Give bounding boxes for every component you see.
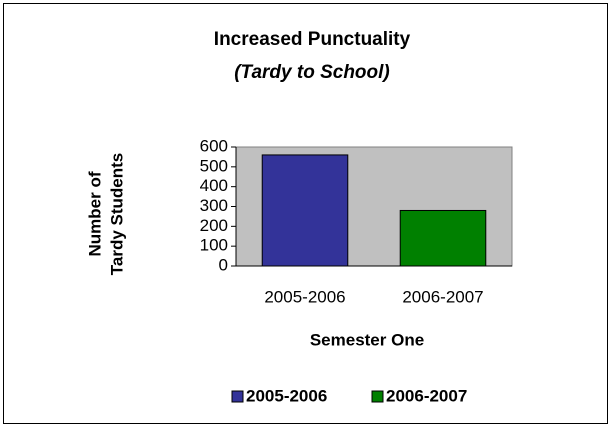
y-axis-title: Tardy Students: [107, 153, 126, 275]
x-axis-title: Semester One: [310, 330, 424, 349]
x-tick-label: 2006-2007: [402, 287, 483, 306]
bar: [261, 154, 349, 267]
y-tick-label: 100: [200, 236, 228, 255]
legend-label: 2006-2007: [386, 386, 467, 405]
y-tick-label: 300: [200, 196, 228, 215]
y-tick-label: 400: [200, 176, 228, 195]
y-tick-label: 0: [219, 255, 228, 274]
y-tick-label: 200: [200, 216, 228, 235]
chart-subtitle: (Tardy to School): [234, 62, 390, 83]
bar: [399, 209, 487, 267]
y-tick-label: 500: [200, 156, 228, 175]
legend-swatch: [231, 390, 244, 403]
legend-label: 2005-2006: [246, 386, 327, 405]
y-axis-title: Number of: [85, 171, 104, 256]
y-tick-label: 600: [200, 136, 228, 155]
legend-swatch: [371, 390, 384, 403]
x-tick-label: 2005-2006: [264, 287, 345, 306]
chart-title: Increased Punctuality: [214, 29, 411, 50]
